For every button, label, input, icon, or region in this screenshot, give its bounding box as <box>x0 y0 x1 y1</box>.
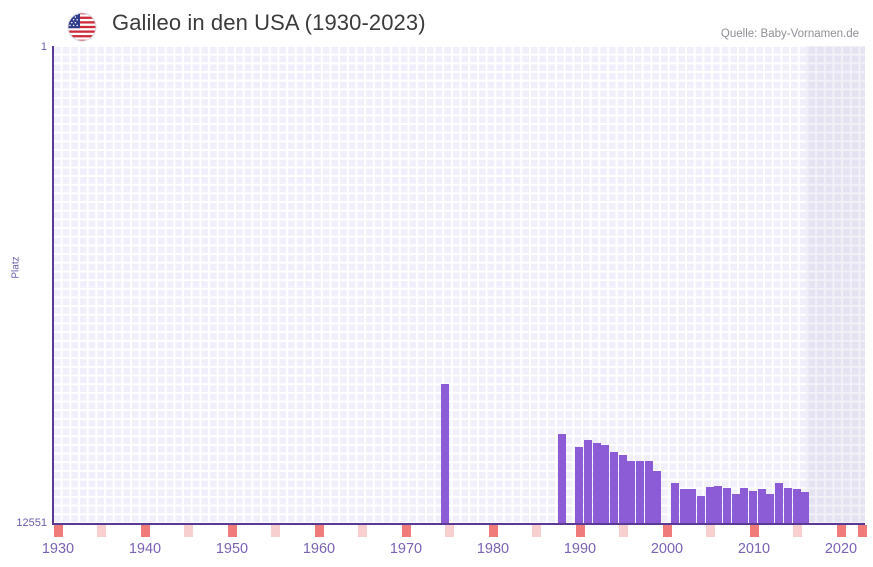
source-label: Quelle: Baby-Vornamen.de <box>720 28 859 40</box>
x-tick-mark <box>402 525 411 537</box>
bar-2017 <box>784 488 792 524</box>
x-tick-mark <box>663 525 672 537</box>
x-tick-mark <box>750 525 759 537</box>
bar-2000 <box>636 461 644 524</box>
bar-2015 <box>766 494 774 524</box>
x-tick-mark <box>54 525 63 537</box>
bar-1994 <box>584 440 592 524</box>
bar-2016 <box>775 483 783 524</box>
bar-2007 <box>697 496 705 524</box>
x-tick-mark <box>184 525 193 537</box>
x-tick-label-1960: 1960 <box>302 541 336 557</box>
x-tick-mark <box>271 525 280 537</box>
x-tick-label-1940: 1940 <box>128 541 162 557</box>
bar-1993 <box>575 447 583 524</box>
y-tick-label-bottom: 12551 <box>16 517 47 529</box>
x-tick-mark <box>97 525 106 537</box>
bar-2011 <box>732 494 740 524</box>
chart-header: Galileo in den USA (1930-2023) Quelle: B… <box>0 0 873 44</box>
bar-2019 <box>801 492 809 524</box>
bar-1996 <box>601 445 609 524</box>
x-tick-mark <box>576 525 585 537</box>
bar-2008 <box>706 487 714 524</box>
page-title: Galileo in den USA (1930-2023) <box>112 10 426 35</box>
plot-grid-background <box>53 46 865 524</box>
x-axis-line <box>52 523 865 525</box>
plot-area <box>53 46 865 524</box>
bar-2010 <box>723 488 731 524</box>
y-axis-title: Platz <box>10 256 22 279</box>
x-tick-label-2000: 2000 <box>650 541 684 557</box>
x-tick-mark <box>489 525 498 537</box>
x-tick-mark <box>858 525 867 537</box>
plot-shaded-region <box>806 46 865 524</box>
x-tick-label-2010: 2010 <box>737 541 771 557</box>
bar-2005 <box>680 489 688 524</box>
bar-1976 <box>441 384 449 524</box>
bar-2009 <box>714 486 722 524</box>
bar-2006 <box>688 489 696 524</box>
x-tick-mark <box>141 525 150 537</box>
y-axis-line <box>52 46 54 524</box>
x-tick-label-1990: 1990 <box>563 541 597 557</box>
x-tick-mark <box>532 525 541 537</box>
bar-2013 <box>749 491 757 524</box>
x-tick-mark <box>706 525 715 537</box>
x-tick-label-1980: 1980 <box>476 541 510 557</box>
bar-1992 <box>558 434 566 524</box>
bar-1995 <box>593 443 601 524</box>
bar-1997 <box>610 452 618 524</box>
x-tick-mark <box>358 525 367 537</box>
x-tick-mark <box>793 525 802 537</box>
x-tick-mark <box>445 525 454 537</box>
x-tick-label-1970: 1970 <box>389 541 423 557</box>
x-tick-mark <box>315 525 324 537</box>
x-tick-mark <box>619 525 628 537</box>
x-tick-label-2020: 2020 <box>824 541 858 557</box>
bar-1999 <box>627 461 635 524</box>
x-tick-mark <box>837 525 846 537</box>
us-flag-icon <box>64 12 100 42</box>
bar-series <box>53 46 865 524</box>
x-tick-label-1950: 1950 <box>215 541 249 557</box>
bar-2014 <box>758 489 766 524</box>
x-tick-mark <box>228 525 237 537</box>
bar-2012 <box>740 488 748 524</box>
bar-1998 <box>619 455 627 524</box>
bar-2002 <box>653 471 661 524</box>
y-tick-label-top: 1 <box>40 41 47 53</box>
bar-2001 <box>645 461 653 524</box>
x-tick-label-1930: 1930 <box>41 541 75 557</box>
bar-2004 <box>671 483 679 524</box>
bar-2018 <box>793 489 801 524</box>
